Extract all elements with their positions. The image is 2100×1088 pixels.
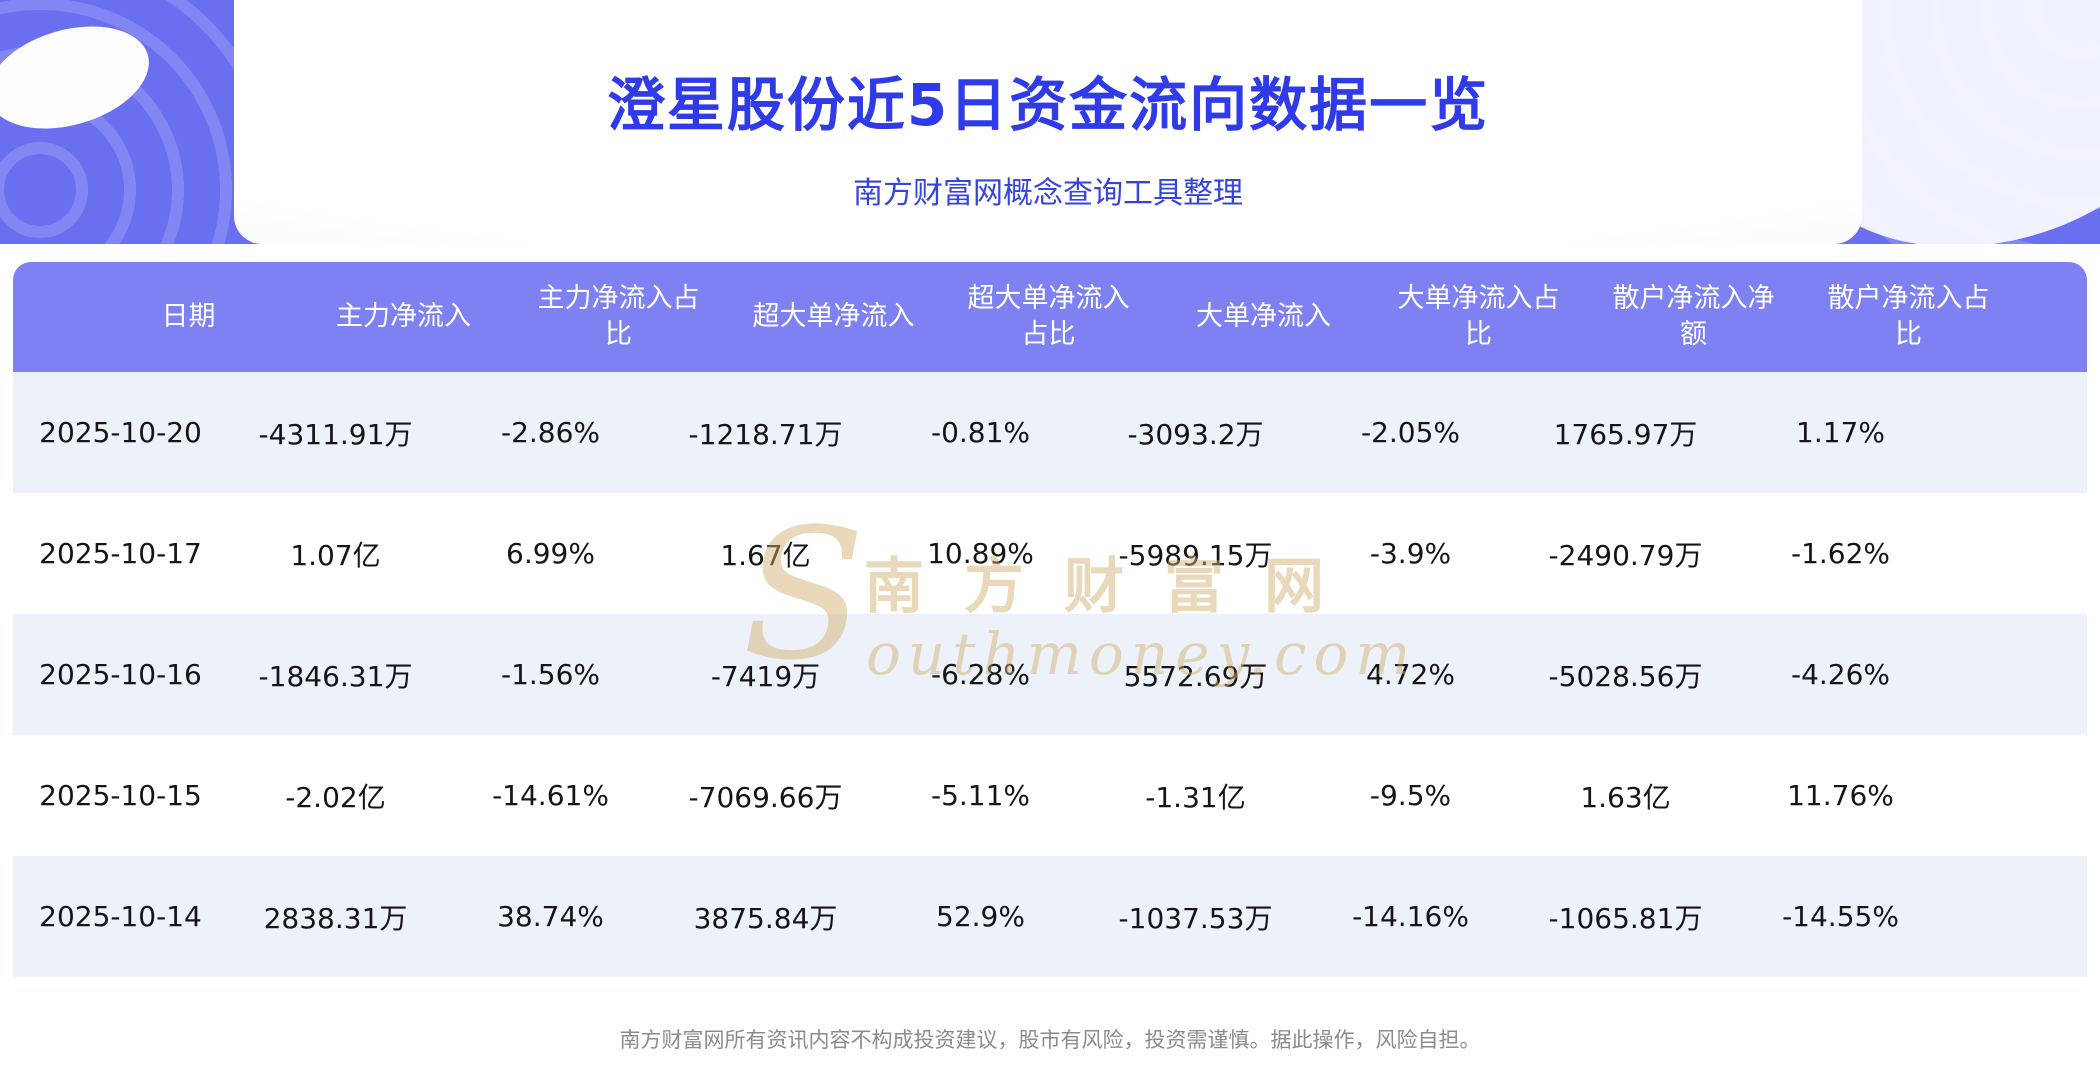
value-cell: -7069.66万 <box>688 780 843 814</box>
value-cell: -6.28% <box>930 658 1031 691</box>
value-cell: 1.17% <box>1796 416 1885 449</box>
value-cell: 5572.69万 <box>1123 659 1268 693</box>
value-cell: 1.67亿 <box>720 538 811 572</box>
value-cell: -14.16% <box>1352 900 1469 933</box>
value-cell: 1.63亿 <box>1580 780 1671 814</box>
value-cell: -4311.91万 <box>258 417 413 451</box>
value-cell: 52.9% <box>936 900 1025 933</box>
value-cell: -1.56% <box>500 658 601 691</box>
title-panel: 澄星股份近5日资金流向数据一览 南方财富网概念查询工具整理 <box>234 0 1862 244</box>
header-banner: 澄星股份近5日资金流向数据一览 南方财富网概念查询工具整理 <box>0 0 2100 244</box>
value-cell: 38.74% <box>497 900 604 933</box>
date-cell: 2025-10-15 <box>39 779 202 812</box>
table-header-row: 日期 主力净流入 主力净流入占比 超大单净流入 超大单净流入占比 大单净流入 大… <box>13 262 2087 372</box>
column-header-date: 日期 <box>161 300 216 332</box>
column-header-super-large-net-inflow-ratio: 超大单净流入占比 <box>967 282 1130 350</box>
value-cell: -9.5% <box>1369 779 1452 812</box>
value-cell: -14.55% <box>1782 900 1899 933</box>
fund-flow-table: 日期 主力净流入 主力净流入占比 超大单净流入 超大单净流入占比 大单净流入 大… <box>13 262 2087 977</box>
value-cell: -1.31亿 <box>1145 780 1246 814</box>
value-cell: -2.05% <box>1360 416 1461 449</box>
date-cell: 2025-10-17 <box>39 537 202 570</box>
value-cell: -0.81% <box>930 416 1031 449</box>
table-row: 2025-10-14 2838.31万 38.74% 3875.84万 52.9… <box>13 856 2087 977</box>
page-title: 澄星股份近5日资金流向数据一览 <box>606 71 1490 139</box>
date-cell: 2025-10-16 <box>39 658 202 691</box>
value-cell: -2490.79万 <box>1548 538 1703 572</box>
value-cell: -2.02亿 <box>285 780 386 814</box>
value-cell: 4.72% <box>1366 658 1455 691</box>
value-cell: 1765.97万 <box>1553 417 1698 451</box>
table-row: 2025-10-15 -2.02亿 -14.61% -7069.66万 -5.1… <box>13 735 2087 856</box>
value-cell: -1037.53万 <box>1118 901 1273 935</box>
date-cell: 2025-10-14 <box>39 900 202 933</box>
value-cell: 11.76% <box>1787 779 1894 812</box>
value-cell: -3.9% <box>1369 537 1452 570</box>
table-row: 2025-10-16 -1846.31万 -1.56% -7419万 -6.28… <box>13 614 2087 735</box>
column-header-main-net-inflow-ratio: 主力净流入占比 <box>537 282 700 350</box>
value-cell: -3093.2万 <box>1127 417 1264 451</box>
table-body: 2025-10-20 -4311.91万 -2.86% -1218.71万 -0… <box>13 372 2087 977</box>
value-cell: -14.61% <box>492 779 609 812</box>
value-cell: 2838.31万 <box>263 901 408 935</box>
value-cell: -1218.71万 <box>688 417 843 451</box>
value-cell: -5989.15万 <box>1118 538 1273 572</box>
value-cell: -5028.56万 <box>1548 659 1703 693</box>
value-cell: -7419万 <box>710 659 821 693</box>
column-header-super-large-net-inflow: 超大单净流入 <box>752 300 915 332</box>
value-cell: -2.86% <box>500 416 601 449</box>
value-cell: -4.26% <box>1790 658 1891 691</box>
value-cell: 1.07亿 <box>290 538 381 572</box>
column-header-retail-net-inflow-ratio: 散户净流入占比 <box>1827 282 1990 350</box>
table-row: 2025-10-17 1.07亿 6.99% 1.67亿 10.89% -598… <box>13 493 2087 614</box>
column-header-large-net-inflow-ratio: 大单净流入占比 <box>1397 282 1560 350</box>
value-cell: 6.99% <box>506 537 595 570</box>
value-cell: -1065.81万 <box>1548 901 1703 935</box>
column-header-retail-net-inflow: 散户净流入净额 <box>1612 282 1775 350</box>
column-header-large-net-inflow: 大单净流入 <box>1196 300 1331 332</box>
value-cell: -1.62% <box>1790 537 1891 570</box>
value-cell: 3875.84万 <box>693 901 838 935</box>
column-header-main-net-inflow: 主力净流入 <box>336 300 471 332</box>
table-row: 2025-10-20 -4311.91万 -2.86% -1218.71万 -0… <box>13 372 2087 493</box>
page-subtitle: 南方财富网概念查询工具整理 <box>853 176 1243 211</box>
value-cell: 10.89% <box>927 537 1034 570</box>
value-cell: -5.11% <box>930 779 1031 812</box>
date-cell: 2025-10-20 <box>39 416 202 449</box>
disclaimer-text: 南方财富网所有资讯内容不构成投资建议，股市有风险，投资需谨慎。据此操作，风险自担… <box>619 1028 1481 1052</box>
value-cell: -1846.31万 <box>258 659 413 693</box>
